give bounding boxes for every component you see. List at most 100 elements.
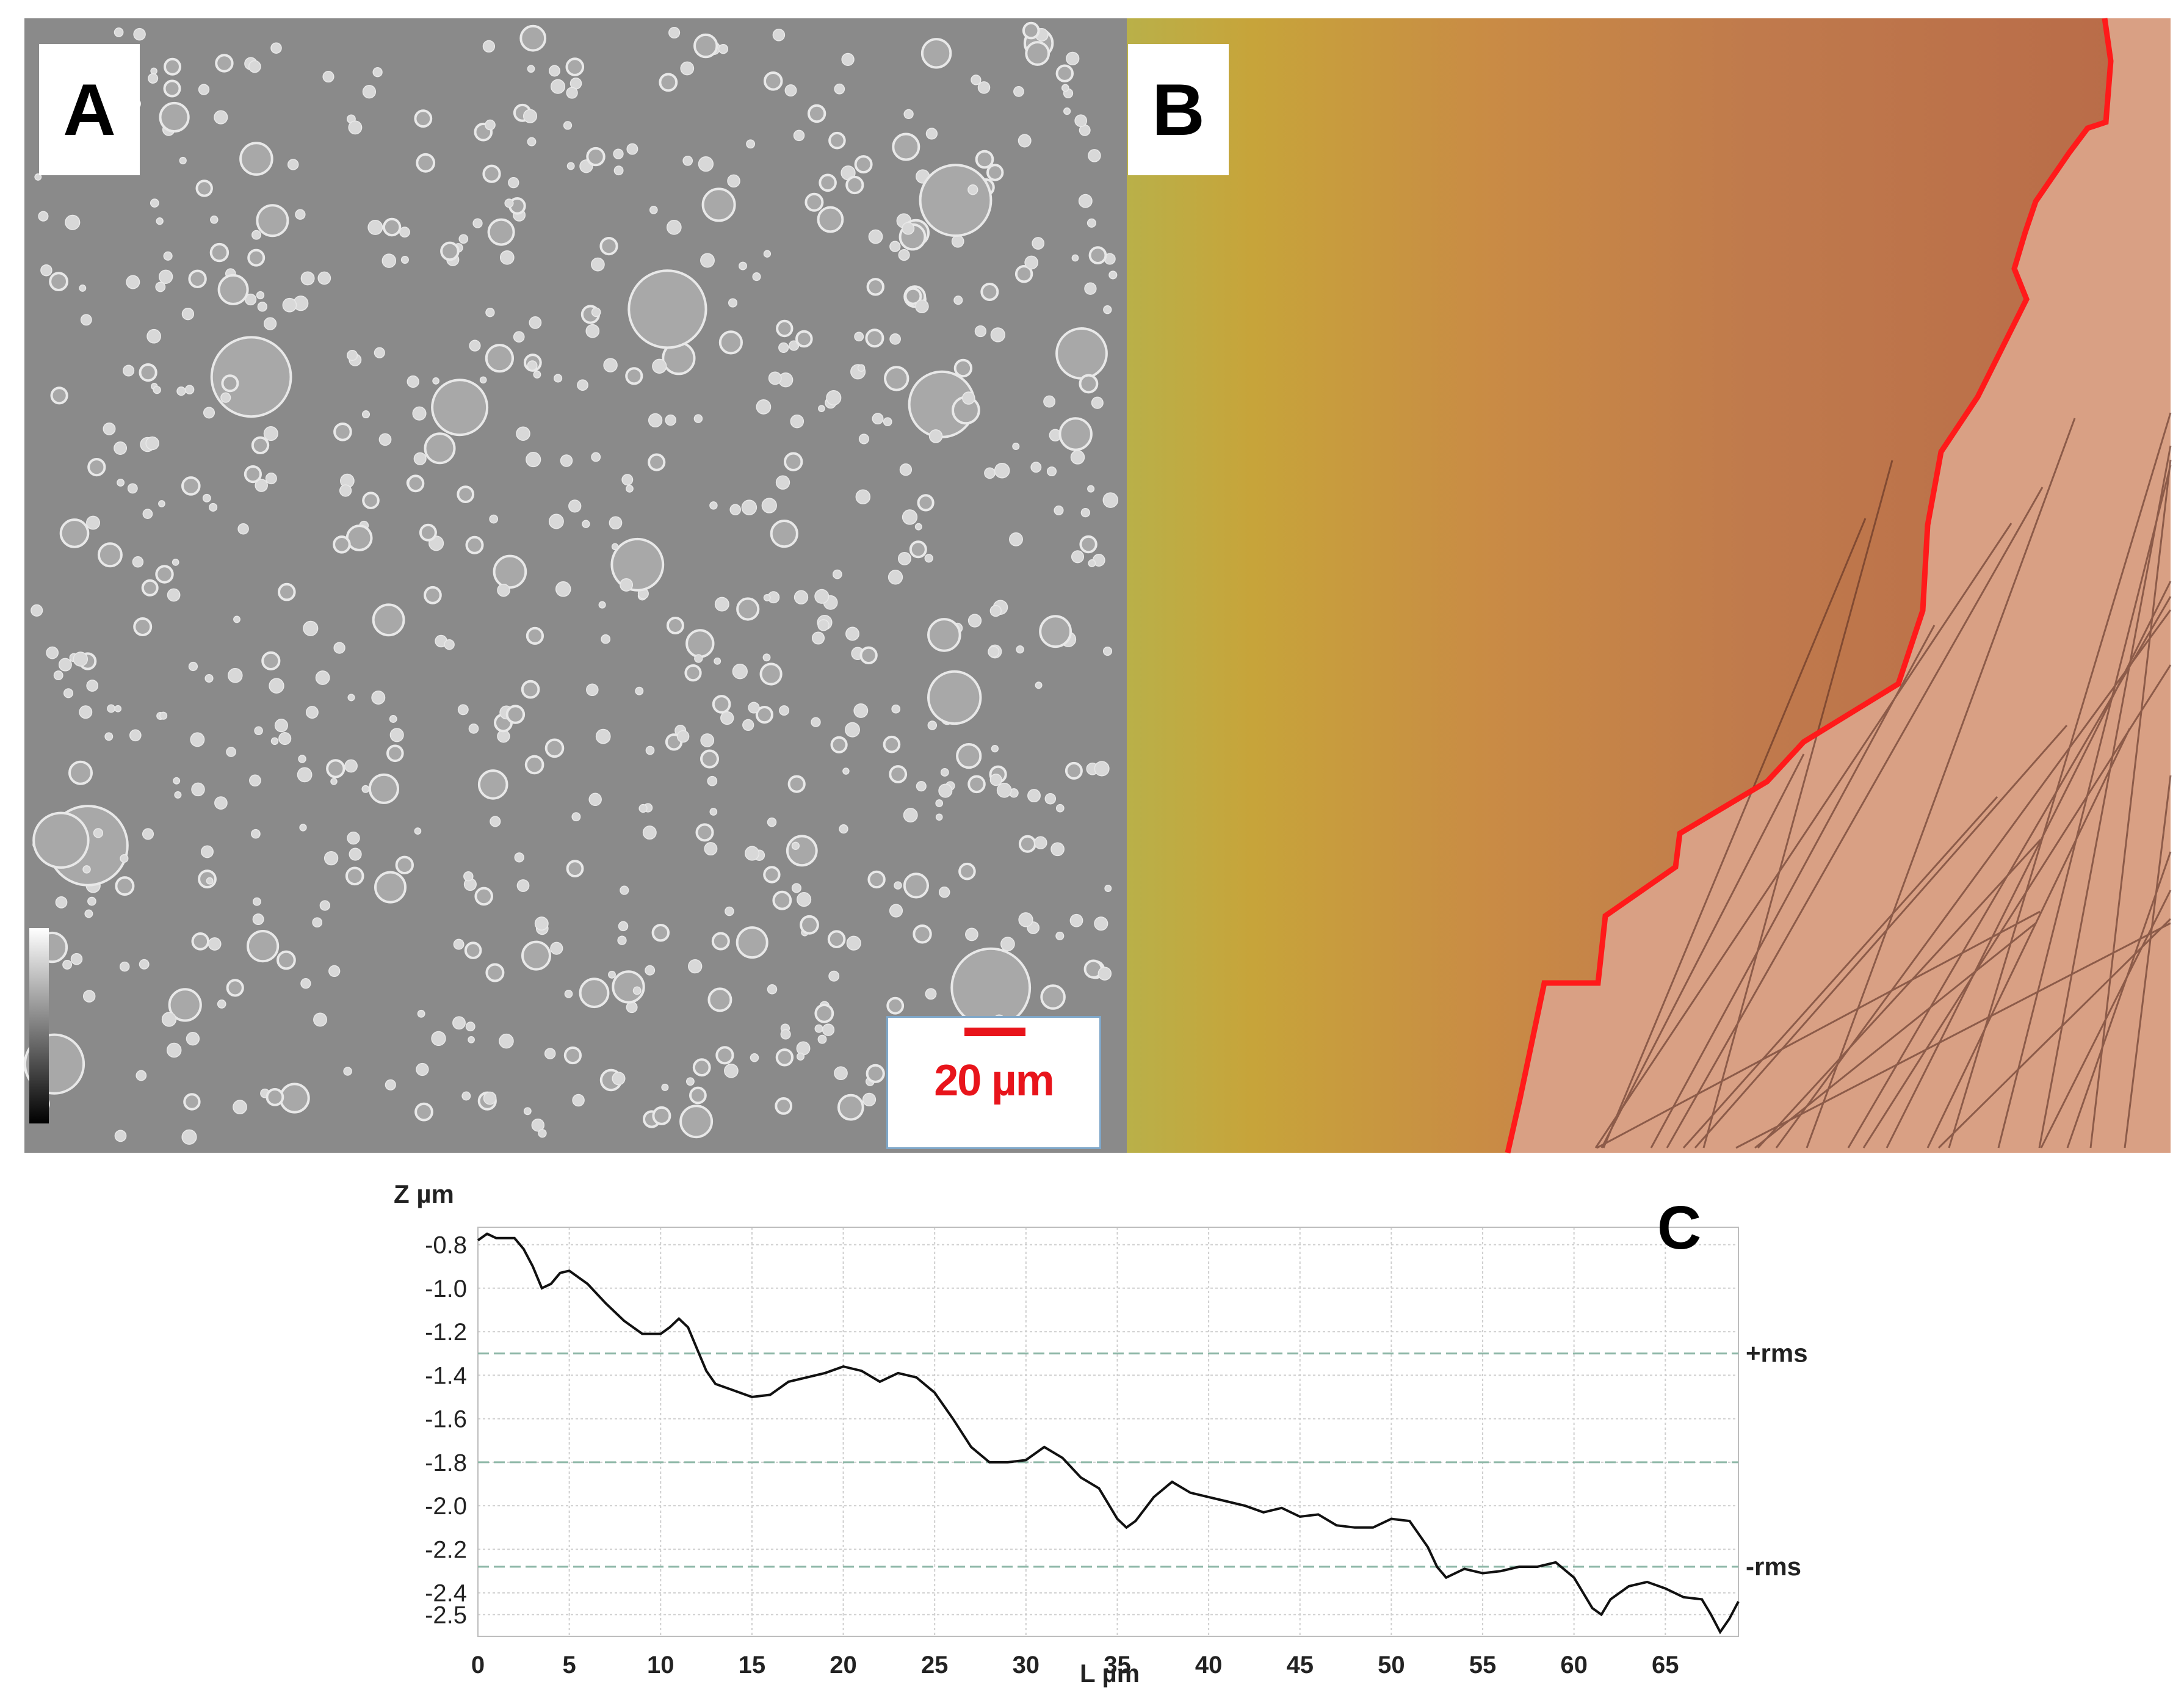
droplet bbox=[767, 984, 778, 995]
droplet bbox=[903, 808, 918, 823]
droplet bbox=[563, 1046, 582, 1065]
scratch-line bbox=[1754, 922, 2036, 1149]
droplet bbox=[889, 904, 903, 918]
droplet bbox=[201, 845, 214, 858]
droplet bbox=[347, 694, 355, 702]
droplet bbox=[279, 1083, 310, 1114]
droplet bbox=[684, 664, 702, 682]
droplet bbox=[1014, 265, 1033, 283]
scratch-line bbox=[2124, 775, 2172, 1148]
droplet bbox=[704, 842, 718, 856]
droplet bbox=[772, 890, 792, 910]
droplet bbox=[87, 896, 96, 906]
droplet bbox=[210, 336, 292, 418]
scratch-line bbox=[1596, 910, 2041, 1149]
droplet bbox=[251, 230, 261, 240]
droplet bbox=[1094, 916, 1108, 931]
droplet bbox=[1079, 535, 1097, 554]
droplet bbox=[755, 706, 774, 724]
droplet bbox=[145, 436, 159, 451]
droplet bbox=[129, 729, 142, 742]
droplet bbox=[775, 475, 790, 490]
y-axis-title: Z µm bbox=[394, 1180, 454, 1208]
droplet bbox=[477, 769, 508, 800]
droplet bbox=[220, 392, 231, 403]
droplet bbox=[845, 626, 859, 641]
droplet bbox=[299, 824, 307, 832]
droplet bbox=[666, 617, 684, 634]
scale-bar-label: 20 µm bbox=[934, 1056, 1055, 1105]
droplet bbox=[203, 407, 215, 419]
droplet bbox=[483, 1091, 497, 1105]
droplet bbox=[190, 732, 205, 747]
droplet bbox=[797, 892, 812, 907]
droplet bbox=[210, 216, 219, 224]
droplet bbox=[694, 654, 703, 663]
droplet bbox=[181, 476, 201, 496]
droplet bbox=[254, 726, 263, 735]
droplet bbox=[841, 53, 855, 67]
droplet bbox=[1094, 761, 1110, 777]
droplet bbox=[621, 474, 634, 486]
droplet bbox=[698, 156, 714, 172]
droplet bbox=[416, 153, 436, 173]
droplet bbox=[586, 147, 606, 167]
droplet bbox=[608, 970, 616, 979]
droplet bbox=[612, 1072, 626, 1086]
droplet bbox=[775, 1097, 793, 1115]
droplet bbox=[206, 877, 214, 885]
droplet bbox=[828, 970, 840, 982]
droplet bbox=[282, 297, 297, 313]
droplet bbox=[736, 926, 768, 959]
droplet bbox=[159, 711, 168, 720]
droplet bbox=[176, 386, 186, 396]
droplet bbox=[472, 218, 483, 228]
y-tick-label: -1.6 bbox=[425, 1406, 467, 1433]
droplet bbox=[463, 871, 474, 882]
droplet bbox=[49, 272, 68, 292]
droplet bbox=[786, 835, 818, 867]
droplet bbox=[661, 1083, 669, 1091]
droplet bbox=[564, 989, 573, 998]
droplet bbox=[796, 1041, 811, 1056]
droplet bbox=[591, 257, 605, 272]
droplet bbox=[854, 155, 873, 174]
droplet bbox=[432, 377, 439, 385]
x-tick-label: 45 bbox=[1286, 1652, 1314, 1678]
droplet bbox=[950, 947, 1032, 1028]
droplet bbox=[381, 253, 397, 268]
droplet bbox=[834, 83, 845, 95]
droplet bbox=[775, 1048, 794, 1067]
droplet bbox=[814, 1003, 834, 1023]
droplet bbox=[287, 159, 299, 170]
x-tick-label: 20 bbox=[830, 1652, 857, 1678]
droplet bbox=[925, 128, 938, 140]
y-tick-label: -2.0 bbox=[425, 1493, 467, 1520]
scratch-line bbox=[1862, 664, 2172, 1148]
droplet bbox=[700, 749, 719, 769]
droplet bbox=[217, 274, 249, 305]
y-tick-label: -1.4 bbox=[425, 1362, 467, 1389]
droplet bbox=[31, 604, 43, 617]
droplet bbox=[601, 634, 611, 644]
x-tick-label: 40 bbox=[1195, 1652, 1223, 1678]
grayscale-bar bbox=[29, 928, 49, 1123]
droplet bbox=[1030, 462, 1042, 473]
droplet bbox=[762, 653, 771, 662]
droplet bbox=[626, 485, 634, 493]
reference-line-label: -rms bbox=[1746, 1552, 1801, 1581]
droplet bbox=[186, 1032, 200, 1046]
droplet bbox=[485, 119, 496, 131]
droplet bbox=[261, 651, 281, 671]
droplet bbox=[780, 1029, 791, 1040]
droplet bbox=[898, 249, 910, 261]
droplet bbox=[988, 645, 1000, 658]
droplet bbox=[904, 287, 922, 305]
droplet bbox=[965, 927, 978, 942]
droplet bbox=[1078, 194, 1093, 208]
droplet bbox=[920, 38, 952, 69]
droplet bbox=[485, 963, 505, 982]
droplet bbox=[638, 804, 648, 813]
droplet bbox=[59, 518, 90, 548]
droplet bbox=[166, 1042, 182, 1058]
